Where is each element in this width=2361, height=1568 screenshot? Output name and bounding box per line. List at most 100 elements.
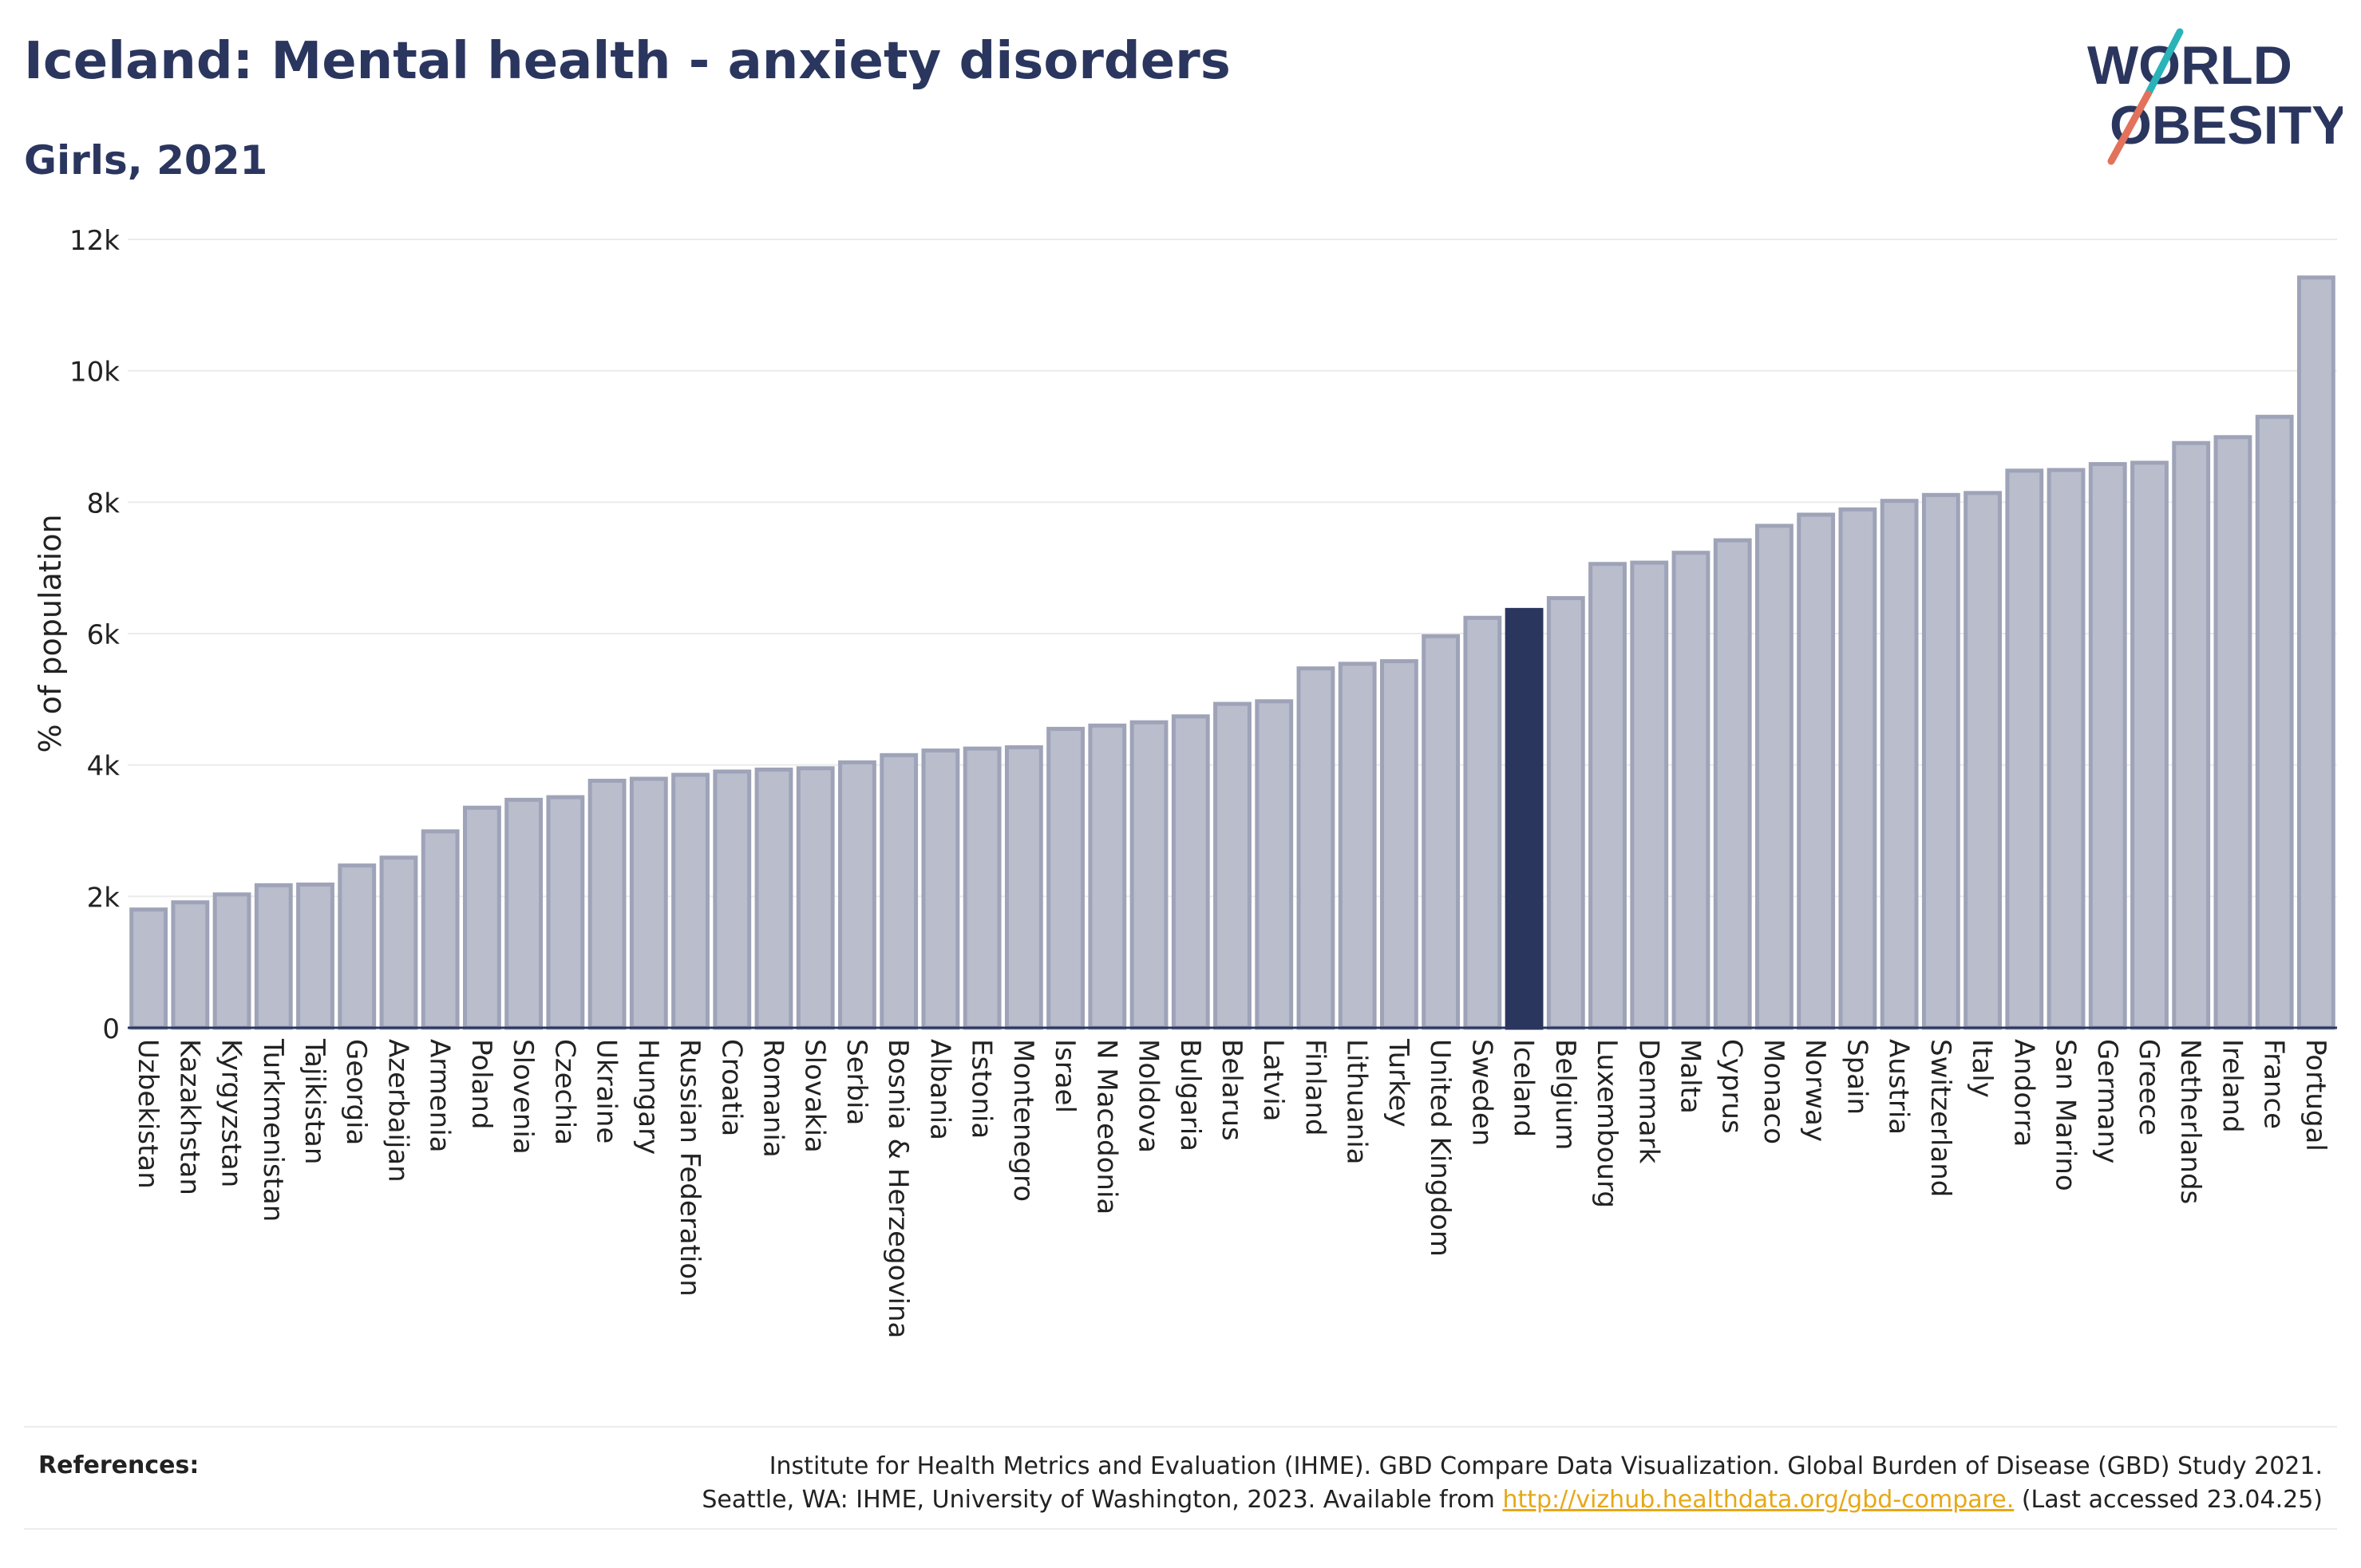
bar-sweden bbox=[1463, 615, 1502, 1030]
x-tick-label: Slovenia bbox=[507, 1039, 539, 1155]
x-tick-label: Denmark bbox=[1632, 1039, 1664, 1164]
bar-hungary bbox=[629, 776, 668, 1030]
x-tick-label: Albania bbox=[923, 1039, 955, 1140]
bar-ireland bbox=[2213, 435, 2252, 1030]
x-tick-label: Poland bbox=[465, 1039, 497, 1130]
references-line2-suffix: (Last accessed 23.04.25) bbox=[2021, 1486, 2323, 1514]
x-tick-label: Switzerland bbox=[1924, 1039, 1956, 1197]
x-tick-label: Montenegro bbox=[1007, 1039, 1039, 1202]
bar-ukraine bbox=[587, 778, 627, 1030]
bar-iceland bbox=[1505, 607, 1544, 1030]
bar-san-marino bbox=[2047, 468, 2086, 1030]
bar-croatia bbox=[713, 769, 752, 1030]
y-tick-label: 6k bbox=[87, 619, 121, 651]
x-tick-label: Bulgaria bbox=[1174, 1039, 1206, 1151]
y-tick-label: 10k bbox=[69, 357, 120, 389]
x-tick-label: Russian Federation bbox=[674, 1039, 706, 1297]
x-axis-labels: Uzbekistan Kazakhstan Kyrgyzstan Turkmenist… bbox=[132, 1038, 2331, 1338]
page-title: Iceland: Mental health - anxiety disorde… bbox=[24, 32, 1231, 91]
bar-lithuania bbox=[1338, 662, 1377, 1030]
x-tick-label: Germany bbox=[2091, 1039, 2123, 1163]
bar-denmark bbox=[1630, 560, 1669, 1030]
bar-belgium bbox=[1546, 596, 1585, 1030]
x-tick-label: Iceland bbox=[1508, 1039, 1540, 1137]
bar-albania bbox=[921, 748, 960, 1030]
bar-cyprus bbox=[1713, 538, 1752, 1030]
x-tick-label: San Marino bbox=[2050, 1039, 2082, 1191]
x-tick-label: Israel bbox=[1049, 1039, 1081, 1113]
bar-austria bbox=[1880, 499, 1919, 1030]
x-tick-label: Slovakia bbox=[799, 1039, 831, 1153]
x-tick-label: Luxembourg bbox=[1591, 1039, 1623, 1208]
bar-israel bbox=[1046, 726, 1086, 1030]
references-link[interactable]: http://vizhub.healthdata.org/gbd-compare… bbox=[1502, 1486, 2015, 1514]
references-line1: Institute for Health Metrics and Evaluat… bbox=[769, 1452, 2323, 1480]
bar-andorra bbox=[2005, 468, 2044, 1030]
bar-slovakia bbox=[796, 766, 835, 1030]
x-tick-label: Estonia bbox=[966, 1039, 998, 1139]
bar-netherlands bbox=[2172, 440, 2211, 1030]
bar-turkmenistan bbox=[254, 883, 293, 1030]
bar-moldova bbox=[1129, 720, 1169, 1030]
bar-united-kingdom bbox=[1422, 634, 1461, 1030]
bar-kazakhstan bbox=[171, 900, 210, 1030]
x-tick-label: Turkmenistan bbox=[257, 1038, 289, 1222]
x-tick-label: Belarus bbox=[1216, 1039, 1248, 1141]
y-axis-ticks: 0 2k 4k 6k 8k 10k 12k bbox=[69, 225, 120, 1045]
page-subtitle: Girls, 2021 bbox=[24, 137, 268, 184]
bar-germany bbox=[2088, 462, 2127, 1030]
bar-greece bbox=[2130, 460, 2169, 1030]
bar-romania bbox=[754, 767, 793, 1030]
x-tick-label: Ukraine bbox=[591, 1039, 623, 1143]
y-tick-label: 0 bbox=[102, 1013, 120, 1045]
x-tick-label: Moldova bbox=[1133, 1039, 1165, 1153]
x-tick-label: N Macedonia bbox=[1090, 1039, 1122, 1215]
x-tick-label: Georgia bbox=[340, 1039, 372, 1145]
x-tick-label: Romania bbox=[757, 1039, 789, 1158]
x-tick-label: Uzbekistan bbox=[132, 1039, 164, 1189]
bar-chart: 0 2k 4k 6k 8k 10k 12k Uzbekistan Kazakhstan Kyrg… bbox=[33, 225, 2337, 1338]
x-tick-label: Czechia bbox=[548, 1039, 580, 1145]
x-tick-label: Spain bbox=[1841, 1039, 1873, 1115]
x-tick-label: Latvia bbox=[1257, 1039, 1289, 1122]
x-tick-label: Monaco bbox=[1758, 1039, 1790, 1144]
x-tick-label: Malta bbox=[1674, 1039, 1706, 1114]
x-tick-label: Finland bbox=[1299, 1039, 1331, 1136]
bar-turkey bbox=[1379, 659, 1418, 1030]
x-tick-label: Azerbaijan bbox=[382, 1039, 413, 1183]
bar-italy bbox=[1964, 491, 2002, 1030]
bar-norway bbox=[1797, 512, 1836, 1030]
x-tick-label: Kyrgyzstan bbox=[216, 1039, 247, 1187]
bar-czechia bbox=[546, 795, 585, 1030]
x-tick-label: France bbox=[2258, 1039, 2290, 1129]
bar-bulgaria bbox=[1171, 714, 1210, 1030]
bar-bosnia-herzegovina bbox=[880, 752, 919, 1030]
y-tick-label: 4k bbox=[87, 751, 121, 783]
bar-belarus bbox=[1213, 701, 1252, 1030]
x-tick-label: Andorra bbox=[2007, 1039, 2039, 1147]
bar-monaco bbox=[1755, 523, 1793, 1030]
x-tick-label: Armenia bbox=[424, 1039, 456, 1153]
bar-poland bbox=[463, 805, 501, 1030]
references-text: Institute for Health Metrics and Evaluat… bbox=[702, 1450, 2323, 1517]
bar-finland bbox=[1296, 666, 1335, 1030]
bar-azerbaijan bbox=[379, 855, 418, 1030]
bar-russian-federation bbox=[671, 772, 710, 1030]
bar-france bbox=[2255, 414, 2294, 1030]
bar-montenegro bbox=[1004, 745, 1043, 1030]
bar-switzerland bbox=[1921, 492, 1960, 1030]
bar-n-macedonia bbox=[1088, 723, 1127, 1030]
bar-estonia bbox=[963, 746, 1002, 1030]
bar-armenia bbox=[421, 829, 460, 1030]
logo-stroke-red bbox=[2107, 90, 2152, 165]
x-tick-label: Bosnia & Herzegovina bbox=[882, 1039, 914, 1338]
bar-portugal bbox=[2296, 275, 2335, 1030]
y-tick-label: 12k bbox=[69, 225, 120, 257]
y-axis-title: % of population bbox=[33, 514, 68, 752]
x-tick-label: United Kingdom bbox=[1424, 1039, 1456, 1257]
bar-serbia bbox=[838, 760, 876, 1030]
logo-stroke-teal bbox=[2144, 28, 2184, 98]
logo-line2: OBESITY bbox=[2110, 95, 2343, 156]
x-tick-label: Tajikistan bbox=[299, 1038, 330, 1164]
x-tick-label: Sweden bbox=[1465, 1039, 1497, 1146]
